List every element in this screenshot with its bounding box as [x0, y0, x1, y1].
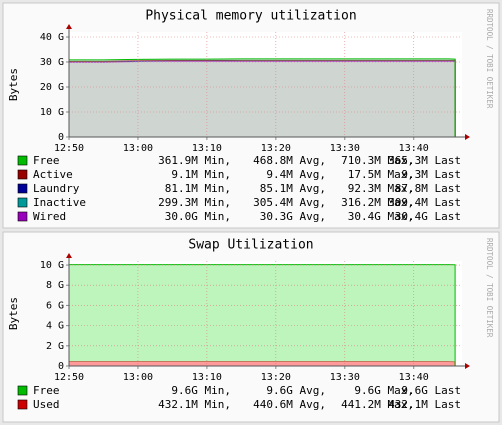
- legend-stat: 9.3M Last: [401, 168, 461, 181]
- x-tick-label: 13:30: [330, 372, 360, 383]
- y-tick-label: 30 G: [40, 57, 64, 68]
- y-tick-label: 40 G: [40, 32, 64, 43]
- legend-stat: 30.3G Avg,: [260, 210, 326, 223]
- legend-label: Laundry: [33, 182, 80, 195]
- legend-stat: 87.8M Last: [395, 182, 461, 195]
- legend-label: Active: [33, 168, 73, 181]
- legend-stat: 9.6G Max,: [354, 384, 414, 397]
- area-line: [68, 58, 456, 137]
- y-tick-label: 10 G: [40, 107, 64, 118]
- x-tick-label: 13:40: [399, 143, 429, 154]
- x-tick-label: 13:20: [261, 143, 291, 154]
- axis-arrow: [465, 134, 470, 140]
- area: [69, 361, 456, 366]
- area: [69, 61, 456, 137]
- y-tick-label: 20 G: [40, 82, 64, 93]
- legend-stat: 365.3M Last: [388, 154, 461, 167]
- legend-swatch: [17, 399, 28, 410]
- legend-stat: 9.6G Last: [401, 384, 461, 397]
- legend-stat: 309.4M Last: [388, 196, 461, 209]
- legend-label: Free: [33, 154, 60, 167]
- legend-label: Wired: [33, 210, 66, 223]
- x-tick-label: 13:30: [330, 143, 360, 154]
- x-tick-label: 12:50: [54, 143, 84, 154]
- legend-stat: 299.3M Min,: [158, 196, 231, 209]
- legend-stat: 9.6G Avg,: [266, 384, 326, 397]
- legend-stat: 30.4G Last: [395, 210, 461, 223]
- legend-stat: 92.3M Max,: [348, 182, 414, 195]
- axis-arrow: [465, 363, 470, 369]
- y-axis-label: Bytes: [7, 297, 20, 330]
- y-tick-label: 0: [58, 361, 64, 372]
- y-tick-label: 0: [58, 132, 64, 143]
- x-tick-label: 12:50: [54, 372, 84, 383]
- y-axis-label: Bytes: [7, 68, 20, 101]
- y-tick-label: 2 G: [46, 341, 64, 352]
- legend-stat: 85.1M Avg,: [260, 182, 326, 195]
- x-tick-label: 13:10: [192, 372, 222, 383]
- legend-stat: 432.1M Min,: [158, 398, 231, 411]
- legend-swatch: [17, 211, 28, 222]
- legend-swatch: [17, 169, 28, 180]
- legend-swatch: [17, 385, 28, 396]
- x-tick-label: 13:10: [192, 143, 222, 154]
- legend-stat: 9.6G Min,: [171, 384, 231, 397]
- x-tick-label: 13:00: [123, 143, 153, 154]
- x-tick-label: 13:40: [399, 372, 429, 383]
- legend-stat: 9.1M Min,: [171, 168, 231, 181]
- legend-stat: 432.1M Last: [388, 398, 461, 411]
- y-tick-label: 4 G: [46, 321, 64, 332]
- legend-label: Free: [33, 384, 60, 397]
- legend-stat: 316.2M Max,: [341, 196, 414, 209]
- legend-label: Inactive: [33, 196, 86, 209]
- legend-stat: 9.4M Avg,: [266, 168, 326, 181]
- watermark: RRDTOOL / TOBI OETIKER: [485, 238, 494, 338]
- legend-label: Used: [33, 398, 60, 411]
- area: [69, 264, 456, 362]
- legend-stat: 468.8M Avg,: [253, 154, 326, 167]
- legend-stat: 17.5M Max,: [348, 168, 414, 181]
- watermark: RRDTOOL / TOBI OETIKER: [485, 9, 494, 109]
- chart-title: Swap Utilization: [188, 238, 313, 253]
- legend-stat: 441.2M Max,: [341, 398, 414, 411]
- legend-stat: 30.0G Min,: [165, 210, 231, 223]
- y-tick-label: 6 G: [46, 300, 64, 311]
- legend-stat: 710.3M Max,: [341, 154, 414, 167]
- axis-arrow: [66, 253, 72, 258]
- chart-title: Physical memory utilization: [145, 9, 356, 24]
- legend-swatch: [17, 197, 28, 208]
- legend-stat: 81.1M Min,: [165, 182, 231, 195]
- legend-stat: 30.4G Max,: [348, 210, 414, 223]
- legend-stat: 440.6M Avg,: [253, 398, 326, 411]
- x-tick-label: 13:20: [261, 372, 291, 383]
- area-line: [69, 361, 456, 366]
- axis-arrow: [66, 24, 72, 29]
- y-tick-label: 8 G: [46, 280, 64, 291]
- y-tick-label: 10 G: [40, 260, 64, 271]
- legend-swatch: [17, 183, 28, 194]
- x-tick-label: 13:00: [123, 372, 153, 383]
- legend-swatch: [17, 155, 28, 166]
- area-line: [69, 264, 456, 366]
- legend-stat: 361.9M Min,: [158, 154, 231, 167]
- legend-stat: 305.4M Avg,: [253, 196, 326, 209]
